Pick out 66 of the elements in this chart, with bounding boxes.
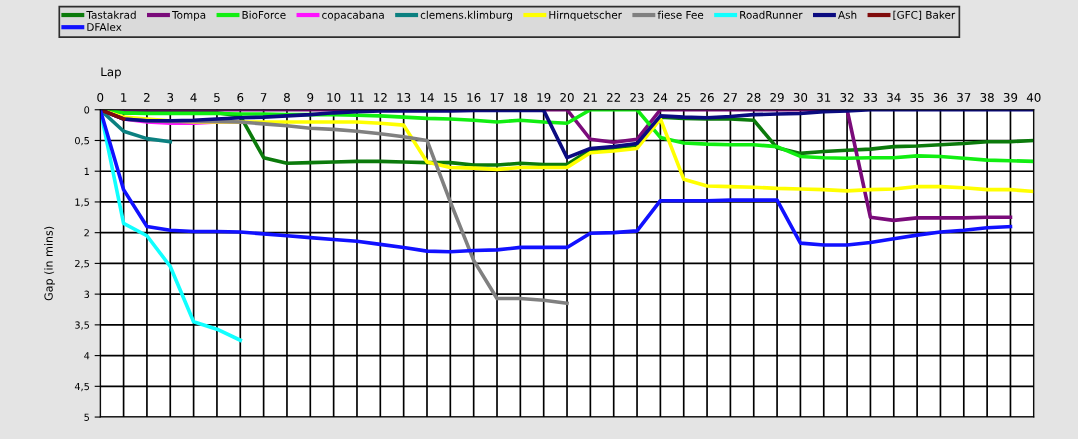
legend-label: Tompa <box>171 11 206 21</box>
line-series <box>100 109 1013 254</box>
x-tick-label: 20 <box>560 92 574 102</box>
x-tick-label: 17 <box>490 93 504 102</box>
x-tick-label: 6 <box>237 92 244 102</box>
x-tick-label: 37 <box>957 92 971 102</box>
y-tick-label: 4,5 <box>74 382 89 392</box>
x-tick-label: 16 <box>467 92 481 102</box>
x-tick-label: 30 <box>793 92 808 102</box>
legend-label: DFAlex <box>87 22 122 31</box>
x-tick-label: 15 <box>444 93 457 102</box>
x-tick-label: 34 <box>887 92 901 102</box>
legend-label: clemens.klimburg <box>420 10 513 21</box>
x-tick-label: 9 <box>307 92 314 102</box>
x-tick-label: 25 <box>677 92 691 102</box>
legend-label: Tastakrad <box>86 10 136 19</box>
x-tick-label: 31 <box>817 92 831 102</box>
x-tick-label: 0 <box>97 92 104 102</box>
legend-label: copacabana <box>322 10 384 21</box>
x-tick-label: 40 <box>1026 92 1041 102</box>
x-tick-label: 3 <box>167 92 174 102</box>
x-tick-label: 5 <box>214 93 220 102</box>
legend-label: Hirnquetscher <box>549 10 622 21</box>
x-tick-label: 38 <box>980 92 994 102</box>
x-tick-label: 33 <box>863 92 877 102</box>
legend-label: [GFC] Baker <box>893 10 956 21</box>
y-tick-label: 2,5 <box>75 259 89 269</box>
y-axis-title: Gap (in mins) <box>44 226 55 301</box>
legend-label: Ash <box>838 10 857 19</box>
x-tick-label: 19 <box>537 92 551 102</box>
legend-label: fiese Fee <box>657 10 704 19</box>
x-tick-label: 28 <box>747 92 761 102</box>
x-tick-label: 26 <box>700 92 714 102</box>
y-tick-label: 3,5 <box>75 321 89 330</box>
x-tick-label: 32 <box>840 92 854 102</box>
x-tick-label: 8 <box>284 92 290 102</box>
x-tick-label: 36 <box>933 92 948 102</box>
y-tick-label: 0,5 <box>75 136 89 146</box>
y-tick-label: 1 <box>84 167 89 175</box>
x-tick-label: 7 <box>260 93 267 102</box>
x-tick-label: 4 <box>190 93 197 102</box>
x-tick-label: 11 <box>350 93 364 102</box>
x-tick-label: 1 <box>121 93 127 102</box>
y-tick-label: 0 <box>84 106 90 114</box>
legend-label: RoadRunner <box>740 10 803 19</box>
x-tick-label: 23 <box>630 92 644 102</box>
legend-label: BioForce <box>242 10 286 19</box>
y-tick-label: 1,5 <box>75 198 89 207</box>
y-tick-label: 3 <box>84 290 90 298</box>
x-tick-label: 39 <box>1003 92 1018 102</box>
x-tick-label: 12 <box>374 92 387 102</box>
x-tick-label: 13 <box>397 92 411 102</box>
y-tick-label: 4 <box>84 352 90 360</box>
x-tick-label: 18 <box>514 92 528 102</box>
x-axis-title: Lap <box>101 67 121 79</box>
x-tick-label: 35 <box>910 92 924 102</box>
x-tick-label: 14 <box>420 93 434 102</box>
x-tick-label: 27 <box>723 92 737 102</box>
x-tick-label: 10 <box>327 92 341 102</box>
x-tick-label: 2 <box>144 92 150 102</box>
x-tick-label: 21 <box>583 92 597 102</box>
y-tick-label: 5 <box>84 413 89 421</box>
x-tick-label: 22 <box>607 92 621 102</box>
y-tick-label: 2 <box>84 229 89 237</box>
x-tick-label: 24 <box>653 92 668 102</box>
x-tick-label: 29 <box>770 92 784 102</box>
